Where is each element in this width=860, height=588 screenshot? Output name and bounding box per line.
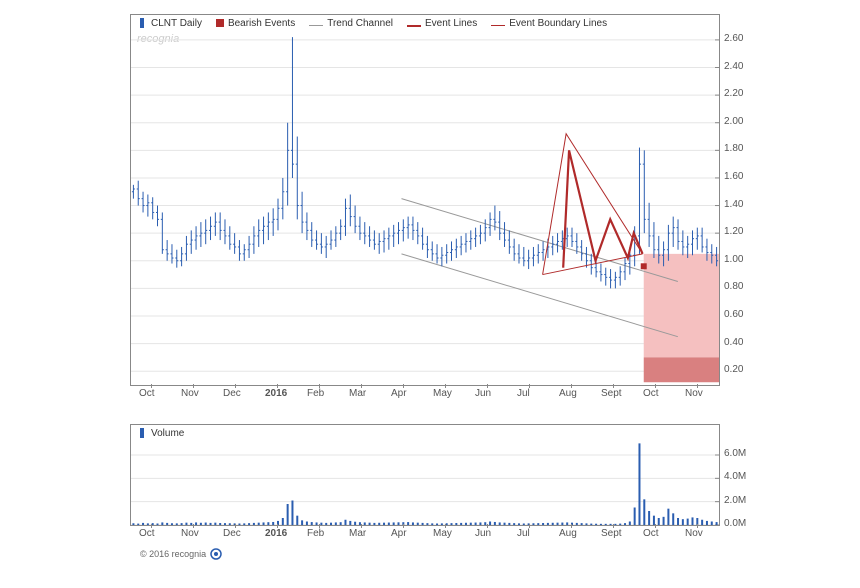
price-y-tick-label: 2.60: [724, 33, 743, 44]
price-y-tick-label: 2.20: [724, 88, 743, 99]
volume-y-tick-label: 0.0M: [724, 518, 746, 529]
x-tick-label: Feb: [307, 388, 324, 399]
x-tick-label: 2016: [265, 528, 287, 539]
price-y-tick-label: 0.20: [724, 364, 743, 375]
price-y-tick-label: 0.60: [724, 309, 743, 320]
x-tick-label: Feb: [307, 528, 324, 539]
x-tick-label: 2016: [265, 388, 287, 399]
copyright-footer: © 2016 recognia: [140, 548, 222, 560]
x-tick-label: Nov: [181, 528, 199, 539]
volume-y-tick-label: 4.0M: [724, 471, 746, 482]
x-tick-label: Nov: [685, 388, 703, 399]
x-tick-label: Aug: [559, 388, 577, 399]
x-tick-label: Aug: [559, 528, 577, 539]
x-tick-label: Mar: [349, 528, 366, 539]
x-tick-label: Jun: [475, 388, 491, 399]
volume-y-tick-label: 6.0M: [724, 448, 746, 459]
stock-chart-page: { "layout":{ "price_chart":{"left":130,"…: [0, 0, 860, 588]
price-y-tick-label: 1.60: [724, 171, 743, 182]
x-tick-label: Dec: [223, 528, 241, 539]
x-tick-label: Oct: [643, 528, 659, 539]
price-y-tick-label: 1.00: [724, 254, 743, 265]
price-y-tick-label: 1.20: [724, 226, 743, 237]
x-tick-label: Nov: [685, 528, 703, 539]
price-y-tick-label: 1.40: [724, 199, 743, 210]
price-y-tick-label: 2.40: [724, 61, 743, 72]
recognia-logo-icon: [210, 548, 222, 560]
x-tick-label: Oct: [139, 528, 155, 539]
price-chart: CLNT DailyBearish EventsTrend ChannelEve…: [130, 14, 720, 386]
x-tick-label: Mar: [349, 388, 366, 399]
price-y-tick-label: 1.80: [724, 143, 743, 154]
x-tick-label: Apr: [391, 528, 407, 539]
price-chart-svg: [131, 15, 719, 385]
x-tick-label: Sept: [601, 388, 622, 399]
x-tick-label: May: [433, 388, 452, 399]
x-tick-label: Oct: [643, 388, 659, 399]
volume-y-tick-label: 2.0M: [724, 495, 746, 506]
x-tick-label: Dec: [223, 388, 241, 399]
x-tick-label: Sept: [601, 528, 622, 539]
x-tick-label: Oct: [139, 388, 155, 399]
x-tick-label: May: [433, 528, 452, 539]
x-tick-label: Apr: [391, 388, 407, 399]
x-tick-label: Jul: [517, 388, 530, 399]
x-tick-label: Jun: [475, 528, 491, 539]
volume-chart-svg: [131, 425, 719, 525]
price-y-tick-label: 0.40: [724, 337, 743, 348]
x-tick-label: Nov: [181, 388, 199, 399]
x-tick-label: Jul: [517, 528, 530, 539]
price-y-tick-label: 0.80: [724, 281, 743, 292]
volume-chart: Volume: [130, 424, 720, 526]
copyright-text: © 2016 recognia: [140, 549, 206, 559]
price-y-tick-label: 2.00: [724, 116, 743, 127]
